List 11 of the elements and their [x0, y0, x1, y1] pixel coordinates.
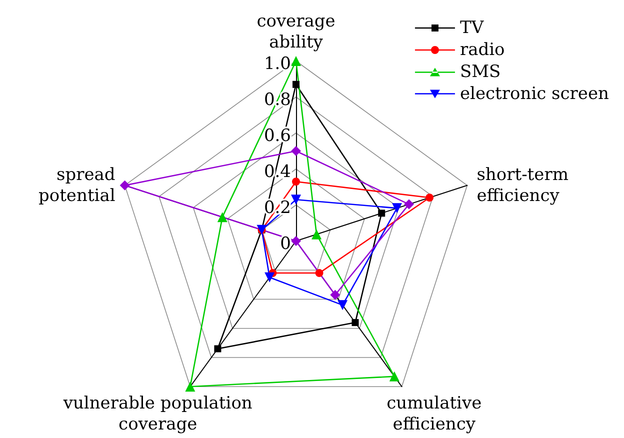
spoke-label: cumulative efficiency [386, 394, 482, 435]
legend-label: radio [460, 40, 505, 60]
legend-label: TV [460, 18, 484, 38]
y-tick-label: 1.0 [264, 54, 291, 74]
legend-label: SMS [460, 62, 501, 82]
y-tick-label: 0 [280, 234, 291, 254]
legend-label: electronic screen [460, 84, 610, 104]
spoke-label: coverage ability [256, 12, 336, 52]
spoke-label: short-term efficiency [476, 164, 568, 206]
spoke-label: spread potential [38, 164, 116, 206]
spoke-label: vulnerable population coverage [62, 394, 252, 435]
